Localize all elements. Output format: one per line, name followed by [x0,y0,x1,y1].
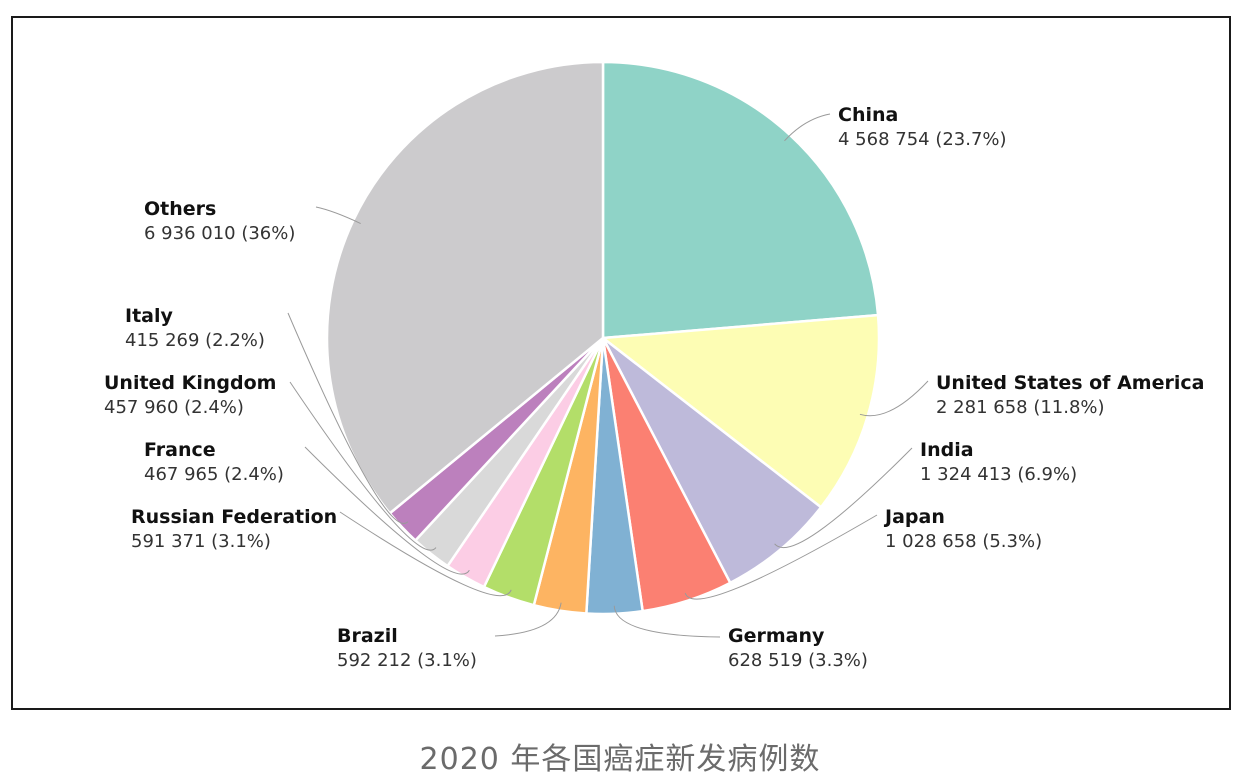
leader-line-china [784,113,831,142]
slice-label-name: India [920,439,974,461]
leader-line-japan [684,514,878,600]
slice-label-name: Germany [728,625,825,647]
pie-slice-india [601,337,823,585]
slice-label-name: United States of America [936,372,1204,394]
slice-label-japan: Japan 1 028 658 (5.3%) [883,506,1042,552]
slice-label-name: China [838,104,898,126]
slice-label-value: 1 324 413 (6.9%) [920,464,1077,485]
slice-label-others: Others 6 936 010 (36%) [144,198,295,244]
slice-label-value: 6 936 010 (36%) [144,223,295,244]
slice-label-germany: Germany 628 519 (3.3%) [728,625,868,671]
slice-label-italy: Italy 415 269 (2.2%) [125,305,265,351]
leader-line-france [304,446,470,575]
slice-label-name: Japan [883,506,945,528]
slice-label-name: Others [144,198,216,220]
slice-label-brazil: Brazil 592 212 (3.1%) [337,625,477,671]
leader-line-brazil [494,602,562,637]
slice-label-name: France [144,439,216,461]
slice-label-united-states-of-america: United States of America 2 281 658 (11.8%… [936,372,1204,418]
slice-label-russian-federation: Russian Federation 591 371 (3.1%) [131,506,337,552]
leader-line-russian-federation [339,511,512,597]
leader-line-india [774,447,913,549]
slice-label-china: China 4 568 754 (23.7%) [838,104,1007,150]
slice-label-name: Italy [125,305,173,327]
pie-chart: China 4 568 754 (23.7%) United States of A… [104,60,1204,671]
chart-caption: 2020 年各国癌症新发病例数 [419,742,821,777]
slice-label-value: 457 960 (2.4%) [104,397,244,418]
slice-label-name: Brazil [337,625,398,647]
leader-line-others [315,206,361,224]
slice-label-value: 415 269 (2.2%) [125,330,265,351]
leader-line-united-kingdom [289,381,437,551]
leader-line-germany [613,605,721,638]
slice-label-united-kingdom: United Kingdom 457 960 (2.4%) [104,372,276,418]
chart-frame: China 4 568 754 (23.7%) United States of A… [11,16,1231,710]
leader-line-italy [287,312,409,524]
slice-label-value: 2 281 658 (11.8%) [936,397,1105,418]
slice-label-value: 591 371 (3.1%) [131,531,271,552]
leader-line-united-states-of-america [859,380,929,417]
slice-label-name: United Kingdom [104,372,276,394]
slice-label-india: India 1 324 413 (6.9%) [920,439,1077,485]
slice-label-france: France 467 965 (2.4%) [144,439,284,485]
slice-label-name: Russian Federation [131,506,337,528]
slice-label-value: 592 212 (3.1%) [337,650,477,671]
slice-label-value: 628 519 (3.3%) [728,650,868,671]
pie-slice-china [601,60,880,340]
slice-label-value: 467 965 (2.4%) [144,464,284,485]
pie-slice-united-states-of-america [599,313,881,510]
slice-label-value: 4 568 754 (23.7%) [838,129,1007,150]
slice-label-value: 1 028 658 (5.3%) [885,531,1042,552]
